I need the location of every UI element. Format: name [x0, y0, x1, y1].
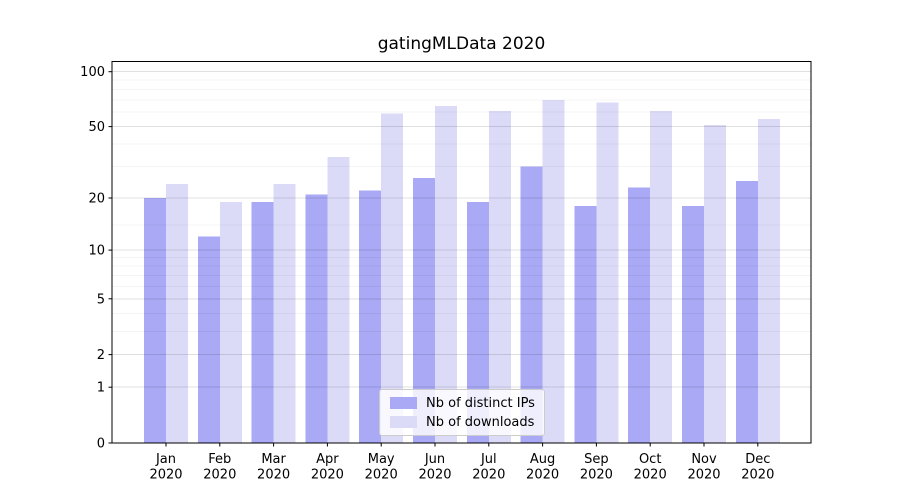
y-tick-label-1: 1	[97, 381, 105, 396]
x-tick-label-mar: Mar	[261, 452, 286, 467]
bar-nb-of-downloads-may	[381, 113, 404, 443]
legend-item-distinct-ips: Nb of distinct IPs	[390, 396, 544, 411]
x-tick-year-jun: 2020	[418, 468, 451, 483]
legend-label-distinct-ips: Nb of distinct IPs	[426, 395, 535, 411]
x-tick-year-jul: 2020	[472, 468, 505, 483]
bar-nb-of-downloads-aug	[542, 100, 565, 443]
bar-nb-of-distinct-ips-dec	[735, 180, 758, 443]
bar-nb-of-distinct-ips-aug	[520, 166, 543, 443]
bar-nb-of-downloads-dec	[757, 119, 780, 443]
x-tick-year-apr: 2020	[311, 468, 344, 483]
bar-nb-of-distinct-ips-apr	[305, 194, 328, 443]
x-tick-year-feb: 2020	[203, 468, 236, 483]
x-tick-year-dec: 2020	[741, 468, 774, 483]
bar-nb-of-downloads-jul	[488, 110, 511, 444]
x-tick-label-may: May	[368, 452, 395, 467]
bar-nb-of-downloads-mar	[273, 184, 296, 443]
legend-item-downloads: Nb of downloads	[390, 415, 544, 430]
x-tick-label-jan: Jan	[155, 452, 176, 467]
bar-nb-of-distinct-ips-mar	[251, 202, 274, 443]
plot-border	[111, 61, 812, 444]
y-tick-label-100: 100	[80, 65, 105, 80]
bar-nb-of-distinct-ips-oct	[628, 187, 651, 443]
bar-nb-of-downloads-apr	[327, 156, 350, 443]
bar-nb-of-downloads-jan	[166, 184, 188, 443]
bar-nb-of-downloads-sep	[596, 102, 619, 444]
y-tick-label-50: 50	[88, 120, 105, 135]
y-tick-label-5: 5	[97, 292, 105, 307]
y-tick-label-0: 0	[97, 437, 105, 452]
bar-nb-of-distinct-ips-may	[359, 190, 382, 443]
x-tick-label-nov: Nov	[691, 452, 717, 467]
legend: Nb of distinct IPs Nb of downloads	[379, 389, 545, 436]
x-tick-label-sep: Sep	[584, 452, 609, 467]
bar-nb-of-downloads-nov	[704, 125, 726, 443]
bar-nb-of-distinct-ips-jan	[144, 198, 166, 443]
y-tick-label-20: 20	[88, 192, 105, 207]
bar-nb-of-distinct-ips-jul	[466, 202, 489, 443]
x-tick-label-dec: Dec	[745, 452, 770, 467]
bar-nb-of-distinct-ips-sep	[574, 206, 597, 443]
x-tick-year-mar: 2020	[257, 468, 290, 483]
x-tick-label-feb: Feb	[208, 452, 231, 467]
legend-label-downloads: Nb of downloads	[426, 414, 535, 430]
x-tick-year-may: 2020	[365, 468, 398, 483]
chart-title: gatingMLData 2020	[377, 34, 546, 54]
x-tick-label-aug: Aug	[530, 452, 555, 467]
bar-nb-of-downloads-oct	[650, 110, 673, 444]
bar-nb-of-distinct-ips-jun	[413, 177, 435, 444]
bar-nb-of-downloads-feb	[219, 202, 242, 443]
x-tick-year-nov: 2020	[687, 468, 720, 483]
x-tick-label-jul: Jul	[480, 452, 497, 467]
x-tick-year-jan: 2020	[149, 468, 182, 483]
bar-nb-of-downloads-jun	[435, 105, 457, 444]
legend-swatch-downloads	[390, 416, 417, 428]
bar-nb-of-distinct-ips-nov	[682, 206, 704, 443]
legend-swatch-distinct-ips	[390, 397, 417, 409]
x-tick-label-jun: Jun	[424, 452, 445, 467]
x-tick-year-oct: 2020	[634, 468, 667, 483]
y-tick-label-10: 10	[88, 244, 105, 259]
x-tick-label-apr: Apr	[316, 452, 339, 467]
x-tick-year-aug: 2020	[526, 468, 559, 483]
x-tick-year-sep: 2020	[580, 468, 613, 483]
y-tick-label-2: 2	[97, 348, 105, 363]
bar-nb-of-distinct-ips-feb	[197, 236, 220, 443]
x-tick-label-oct: Oct	[639, 452, 661, 467]
